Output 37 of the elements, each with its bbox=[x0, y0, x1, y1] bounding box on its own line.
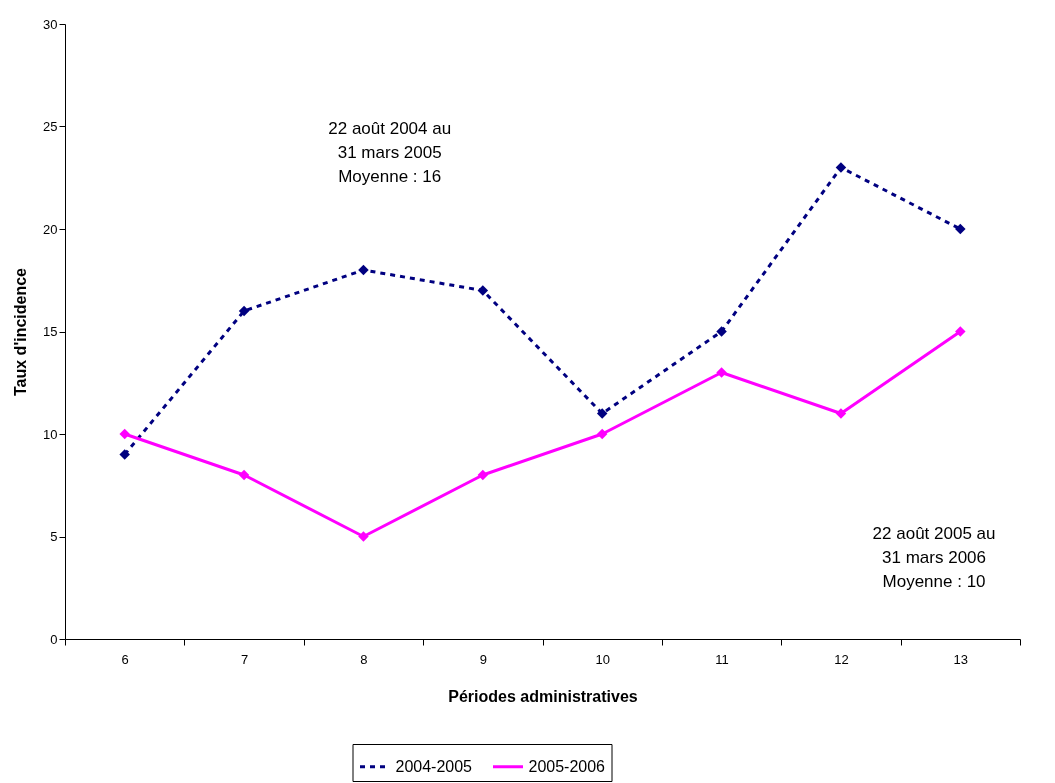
y-tick-label: 10 bbox=[43, 426, 58, 442]
y-tick-label: 25 bbox=[43, 119, 58, 134]
point bbox=[955, 223, 966, 235]
x-axis-title: Périodes administratives bbox=[448, 687, 638, 705]
point bbox=[119, 428, 130, 440]
x-tick-label: 9 bbox=[479, 651, 487, 667]
y-tick-label: 20 bbox=[43, 221, 58, 237]
legend-label: 2004-2005 bbox=[395, 757, 473, 775]
point bbox=[238, 305, 250, 317]
point bbox=[955, 326, 966, 337]
point bbox=[477, 469, 489, 481]
point bbox=[358, 531, 369, 542]
x-tick-label: 13 bbox=[953, 651, 969, 667]
x-tick-label: 11 bbox=[715, 651, 729, 667]
y-tick-label: 5 bbox=[50, 529, 58, 544]
x-tick-label: 7 bbox=[240, 651, 249, 667]
point bbox=[596, 428, 608, 440]
point bbox=[716, 367, 727, 378]
point bbox=[716, 326, 727, 337]
y-tick-label: 30 bbox=[43, 16, 58, 32]
x-tick-label: 10 bbox=[595, 651, 610, 667]
point bbox=[238, 469, 250, 481]
point bbox=[596, 408, 608, 419]
legend-label: 2005-2006 bbox=[528, 757, 606, 775]
point bbox=[835, 408, 847, 419]
point bbox=[358, 264, 369, 276]
annotation: 22 août 2005 au 31 mars 2006 Moyenne : 10 bbox=[872, 524, 996, 592]
point bbox=[477, 285, 489, 296]
y-tick-label: 0 bbox=[50, 631, 58, 647]
y-axis-title: Taux d'incidence bbox=[12, 267, 30, 396]
x-tick-label: 8 bbox=[360, 651, 368, 667]
x-tick-label: 6 bbox=[121, 651, 129, 667]
x-tick-label: 12 bbox=[834, 651, 849, 667]
y-tick-label: 15 bbox=[43, 324, 58, 339]
point bbox=[119, 449, 130, 460]
annotation: 22 août 2004 au 31 mars 2005 Moyenne : 16 bbox=[328, 118, 452, 186]
point bbox=[835, 162, 847, 173]
